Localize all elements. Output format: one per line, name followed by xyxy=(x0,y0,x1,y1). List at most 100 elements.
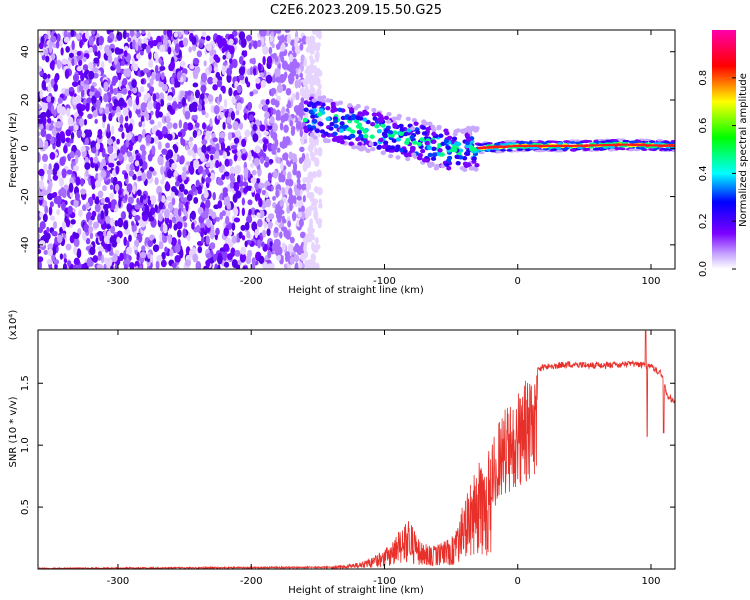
spectrogram-noise-cell xyxy=(73,165,79,172)
spectrogram-noise-cell xyxy=(267,172,272,182)
spectrogram-noise-cell xyxy=(160,179,165,185)
spectrogram-noise-cell xyxy=(114,263,119,269)
spectrogram-ridge-cell xyxy=(542,147,549,151)
spectrogram-noise-cell xyxy=(283,152,289,161)
spectrogram-noise-cell xyxy=(308,227,315,234)
spectrogram-noise-cell xyxy=(113,98,118,108)
spectrogram-noise-cell xyxy=(315,78,321,86)
spectrogram-noise-cell xyxy=(105,215,111,223)
spectrogram-noise-cell xyxy=(282,136,286,145)
spectrogram-noise-cell xyxy=(129,30,135,38)
spectrogram-x-ticks: -300 -200 -100 0 100 xyxy=(107,30,661,287)
spectrogram-noise-cell xyxy=(293,245,299,253)
spectrogram-noise-cell xyxy=(200,72,208,83)
spectrogram-ridge-cell xyxy=(307,127,314,132)
spectrogram-noise-cell xyxy=(174,255,181,263)
spectrogram-noise-cell xyxy=(74,154,79,165)
spectrogram-noise-cell xyxy=(178,119,183,129)
spectrogram-noise-cell xyxy=(134,203,141,210)
spectrogram-noise-cell xyxy=(317,146,323,157)
spectrogram-noise-cell xyxy=(245,254,252,265)
spectrogram-noise-cell xyxy=(255,195,261,201)
spectrogram-ridge-cell xyxy=(563,140,571,143)
spectrogram-ridge-cell xyxy=(358,116,364,121)
spectrogram-noise-cell xyxy=(215,34,223,45)
spectrogram-noise-cell xyxy=(236,102,243,111)
spectrogram-noise-cell xyxy=(136,169,142,177)
spectrogram-noise-cell xyxy=(238,122,244,130)
spectrogram-noise-cell xyxy=(152,93,157,102)
spectrogram-ridge-cell xyxy=(318,121,324,127)
spectrogram-noise-cell xyxy=(296,178,301,185)
spectrogram-noise-cell xyxy=(233,217,241,223)
spectrogram-noise-cell xyxy=(41,153,49,163)
spectrogram-noise-cell xyxy=(38,260,42,269)
snr-y-ticks: 0.5 1.0 1.5 xyxy=(20,375,675,515)
spectrogram-heatmap xyxy=(38,30,675,269)
spectrogram-noise-cell xyxy=(67,205,73,215)
spectrogram-noise-cell xyxy=(71,81,78,87)
spectrogram-noise-cell xyxy=(61,188,67,199)
spectrogram-ridge-cell xyxy=(309,132,315,137)
spectrogram-noise-cell xyxy=(50,53,56,61)
spectrogram-ridge-cell xyxy=(431,127,437,133)
spectrogram-noise-cell xyxy=(245,34,253,42)
spectrogram-noise-cell xyxy=(108,257,113,267)
spectrogram-noise-cell xyxy=(212,253,218,262)
spectrogram-noise-cell xyxy=(88,219,93,226)
spectrogram-noise-cell xyxy=(126,246,133,255)
spectrogram-noise-cell xyxy=(79,39,83,49)
spectrogram-noise-cell xyxy=(276,84,284,94)
spectrogram-noise-cell xyxy=(180,192,184,202)
spectrogram-noise-cell xyxy=(236,259,242,266)
spectrogram-noise-cell xyxy=(54,74,58,84)
spectrogram-noise-cell xyxy=(84,137,90,146)
spectrogram-noise-cell xyxy=(65,137,71,143)
spectrogram-noise-cell xyxy=(60,47,64,56)
spectrogram-ridge-cell xyxy=(555,149,563,153)
snr-y-tick-label: 1.5 xyxy=(20,375,31,391)
spectrogram-noise-cell xyxy=(278,209,285,215)
spectrogram-noise-cell xyxy=(145,113,150,122)
spectrogram-noise-cell xyxy=(260,241,265,248)
spectrogram-noise-cell xyxy=(166,121,173,129)
spectrogram-noise-cell xyxy=(90,160,94,168)
spectrogram-noise-cell xyxy=(248,208,252,216)
spectrogram-ridge-cell xyxy=(346,127,352,132)
spectrogram-ridge-cell xyxy=(656,138,663,142)
spectrogram-noise-cell xyxy=(140,102,147,112)
spectrogram-noise-cell xyxy=(192,82,199,88)
spectrogram-noise-cell xyxy=(200,231,204,238)
spectrogram-ridge-cell xyxy=(357,111,363,116)
spectrogram-ridge-cell xyxy=(552,140,559,144)
spectrogram-noise-cell xyxy=(289,39,296,47)
spectrogram-noise-cell xyxy=(239,186,244,193)
spectrogram-noise-cell xyxy=(251,264,256,269)
spectrogram-noise-cell xyxy=(147,240,154,248)
spectrogram-ridge-cell xyxy=(365,148,371,154)
spectrogram-noise-cell xyxy=(147,31,151,40)
spectrogram-noise-cell xyxy=(202,169,206,179)
spectrogram-noise-cell xyxy=(296,195,302,201)
spectrogram-noise-cell xyxy=(254,120,261,127)
spectrogram-noise-cell xyxy=(222,121,226,130)
spectrogram-noise-cell xyxy=(251,221,258,232)
spectrogram-ridge-cell xyxy=(330,108,336,114)
spectrogram-noise-cell xyxy=(66,169,73,175)
spectrogram-noise-cell xyxy=(57,234,63,244)
spectrogram-noise-cell xyxy=(56,33,61,42)
spectrogram-ridge-cell xyxy=(550,148,558,152)
spectrogram-ridge-cell xyxy=(670,139,675,143)
spectrogram-noise-cell xyxy=(99,233,103,242)
spectrogram-noise-cell xyxy=(85,237,91,245)
spectrogram-ridge-cell xyxy=(446,166,452,171)
spectrogram-noise-cell xyxy=(263,130,270,136)
spectrogram-noise-cell xyxy=(229,63,234,70)
spectrogram-noise-cell xyxy=(199,93,205,101)
spectrogram-noise-cell xyxy=(215,160,220,169)
spectrogram-noise-cell xyxy=(46,117,52,124)
spectrogram-noise-cell xyxy=(241,207,246,217)
spectrogram-noise-cell xyxy=(52,231,58,237)
spectrogram-noise-cell xyxy=(305,92,310,98)
spectrogram-noise-cell xyxy=(103,257,109,264)
